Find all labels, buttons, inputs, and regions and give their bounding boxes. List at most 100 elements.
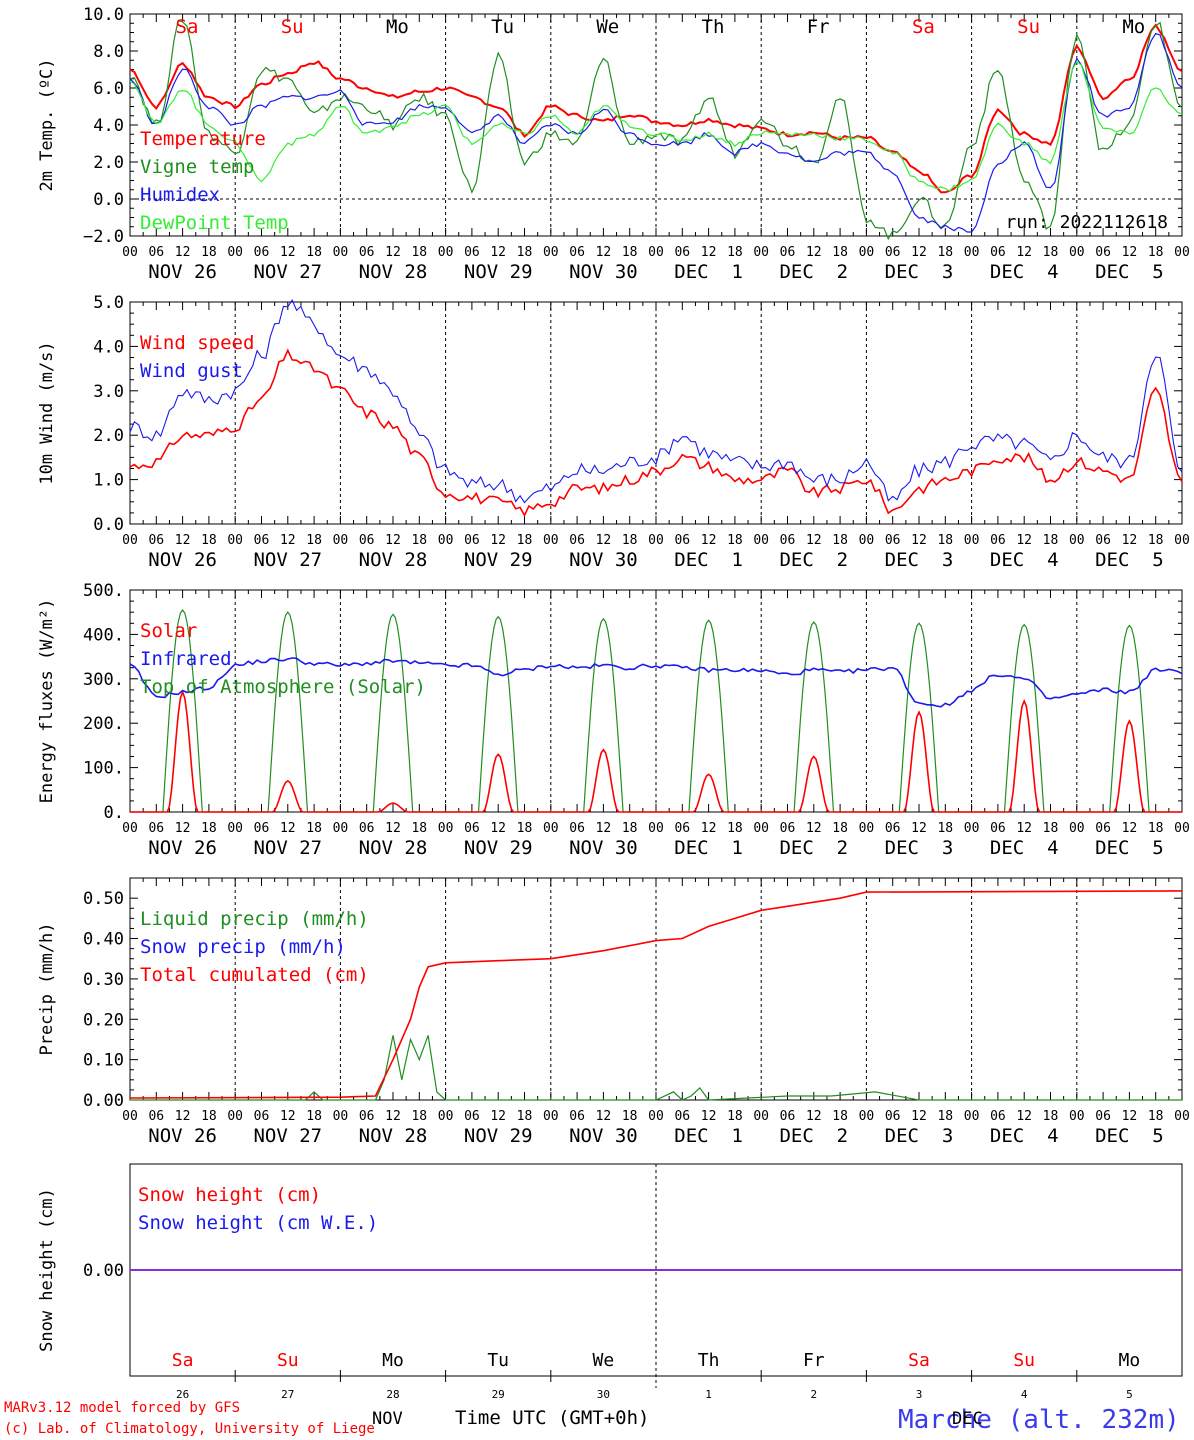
hour-tick-label: 00 <box>438 245 454 260</box>
series-line-wind-gust <box>129 299 1183 504</box>
hour-tick-label: 18 <box>622 1109 638 1124</box>
hour-tick-label: 12 <box>806 821 822 836</box>
text-layer: 00 06 12 18 00 06 12 18 00 06 12 18 00 06 12 18 00 06 12 18… <box>37 5 1190 1401</box>
hour-tick-label: 12 <box>701 1109 717 1124</box>
y-axis-label: Snow height (cm) <box>37 1188 57 1352</box>
hour-tick-label: 12 <box>280 533 296 548</box>
y-tick-label: −2.0 <box>83 227 124 247</box>
hour-tick-label: 18 <box>306 821 322 836</box>
hour-tick-label: 06 <box>1095 821 1111 836</box>
hour-tick-label: 12 <box>806 1109 822 1124</box>
date-label: DEC 1 <box>674 837 743 859</box>
y-tick-label: 6.0 <box>93 79 124 99</box>
hour-tick-label: 18 <box>832 821 848 836</box>
hour-tick-label: 18 <box>1043 821 1059 836</box>
hour-tick-label: 12 <box>490 821 506 836</box>
hour-tick-label: 00 <box>964 1109 980 1124</box>
date-label: NOV 30 <box>569 837 638 859</box>
hour-tick-label: 06 <box>780 533 796 548</box>
date-label: DEC 1 <box>674 261 743 283</box>
hour-tick-label: 18 <box>622 533 638 548</box>
hour-tick-label: 00 <box>333 245 349 260</box>
date-label: DEC 5 <box>1095 837 1164 859</box>
legend-entry: Vigne temp <box>140 156 254 178</box>
hour-tick-label: 06 <box>885 821 901 836</box>
hour-tick-label: 12 <box>280 1109 296 1124</box>
hour-tick-label: 06 <box>780 1109 796 1124</box>
y-tick-label: 2.0 <box>93 153 124 173</box>
hour-tick-label: 18 <box>622 245 638 260</box>
hour-tick-label: 00 <box>859 821 875 836</box>
hour-tick-label: 00 <box>1069 1109 1085 1124</box>
series-line-solar <box>130 689 1182 813</box>
series-layer <box>129 19 1183 1271</box>
hour-tick-label: 00 <box>543 1109 559 1124</box>
legend-entry: Snow height (cm) <box>138 1184 321 1206</box>
hour-tick-label: 06 <box>780 821 796 836</box>
y-axis-label: Energy fluxes (W/m²) <box>37 599 57 804</box>
hour-tick-label: 18 <box>937 1109 953 1124</box>
date-label: NOV 29 <box>464 1125 533 1147</box>
hour-tick-label: 00 <box>122 1109 138 1124</box>
y-tick-label: 300. <box>83 670 124 690</box>
hour-tick-label: 18 <box>832 533 848 548</box>
hour-tick-label: 12 <box>911 245 927 260</box>
bottom-weekday-label: Sa <box>172 1350 194 1371</box>
legend-entry: Infrared <box>140 648 232 670</box>
hour-tick-label: 06 <box>990 245 1006 260</box>
hour-tick-label: 18 <box>201 1109 217 1124</box>
date-label: DEC 3 <box>885 837 954 859</box>
hour-tick-label: 12 <box>806 533 822 548</box>
y-tick-label: 0.0 <box>93 515 124 535</box>
hour-tick-label: 18 <box>937 533 953 548</box>
date-label: NOV 26 <box>148 261 217 283</box>
date-label: DEC 4 <box>990 261 1059 283</box>
legend-entry: Snow height (cm W.E.) <box>138 1212 378 1234</box>
grid-layer <box>129 13 1183 1388</box>
date-label: DEC 5 <box>1095 549 1164 571</box>
y-tick-label: 0.30 <box>83 970 124 990</box>
hour-tick-label: 18 <box>727 821 743 836</box>
hour-tick-label: 12 <box>1016 821 1032 836</box>
hour-tick-label: 00 <box>1069 245 1085 260</box>
weekday-label: Sa <box>176 16 199 38</box>
bottom-weekday-label: Su <box>1013 1350 1035 1371</box>
date-label: NOV 28 <box>359 1125 428 1147</box>
y-tick-label: 0.50 <box>83 889 124 909</box>
footer-lab-credit: (c) Lab. of Climatology, University of L… <box>4 1421 375 1437</box>
hour-tick-label: 18 <box>727 245 743 260</box>
y-tick-label: 0.20 <box>83 1010 124 1030</box>
y-tick-label: 0.00 <box>83 1091 124 1111</box>
hour-tick-label: 00 <box>753 1109 769 1124</box>
hour-tick-label: 00 <box>1069 533 1085 548</box>
footer-model-credit: MARv3.12 model forced by GFS <box>4 1400 240 1416</box>
hour-tick-label: 00 <box>438 821 454 836</box>
hour-tick-label: 18 <box>411 533 427 548</box>
hour-tick-label: 18 <box>1043 245 1059 260</box>
hour-tick-label: 12 <box>175 245 191 260</box>
hour-tick-label: 06 <box>254 533 270 548</box>
bottom-daynum-label: 4 <box>1021 1388 1028 1401</box>
hour-tick-label: 18 <box>306 533 322 548</box>
hour-tick-label: 06 <box>885 245 901 260</box>
hour-tick-label: 18 <box>1148 533 1164 548</box>
legend-entry: Solar <box>140 620 197 642</box>
hour-tick-label: 06 <box>990 1109 1006 1124</box>
date-label: NOV 29 <box>464 549 533 571</box>
hour-tick-label: 00 <box>648 1109 664 1124</box>
month-dec-label: DEC <box>952 1409 983 1429</box>
hour-tick-label: 18 <box>727 533 743 548</box>
bottom-weekday-label: We <box>593 1350 615 1371</box>
date-label: NOV 28 <box>359 837 428 859</box>
legend-entry: Temperature <box>140 128 266 150</box>
legend-entry: Wind gust <box>140 360 243 382</box>
y-axis-label: 10m Wind (m/s) <box>37 341 57 484</box>
hour-tick-label: 00 <box>964 821 980 836</box>
series-line-dewpoint-temp <box>129 60 1183 193</box>
y-tick-label: 100. <box>83 759 124 779</box>
hour-tick-label: 06 <box>148 533 164 548</box>
series-line-temperature <box>129 23 1183 194</box>
date-label: DEC 3 <box>885 549 954 571</box>
hour-tick-label: 06 <box>780 245 796 260</box>
